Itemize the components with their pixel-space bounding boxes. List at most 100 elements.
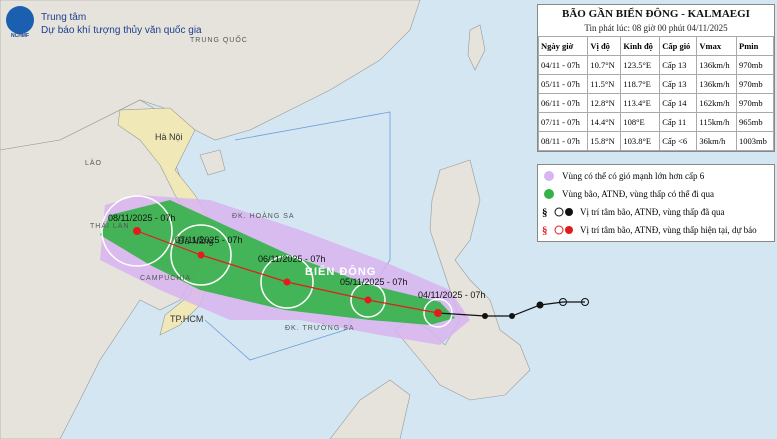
legend-item: Vùng có thể có gió mạnh lớn hơn cấp 6 <box>538 167 774 185</box>
column-header: Vị độ <box>587 36 622 56</box>
past-point <box>581 298 589 306</box>
table-cell: 36km/h <box>696 131 737 151</box>
table-cell: Cấp 11 <box>659 112 698 132</box>
forecast-label: 06/11/2025 - 07h <box>258 254 325 264</box>
table-cell: 115km/h <box>696 112 737 132</box>
land-taiwan <box>467 24 486 71</box>
map-label: Đà Nẵng <box>178 236 214 246</box>
table-cell: 08/11 - 07h <box>537 131 589 151</box>
table-cell: 1003mb <box>736 131 774 151</box>
circle <box>260 255 314 309</box>
panel-title: BÃO GẦN BIỂN ĐÔNG - KALMAEGI <box>562 8 750 20</box>
table-row: 07/11 - 07h 14.4°N 108°E Cấp 11 115km/h 965mb <box>537 112 774 132</box>
legend-text: Vùng bão, ATNĐ, vùng thấp có thể đi qua <box>562 189 714 199</box>
info-panel: BÃO GẦN BIỂN ĐÔNG - KALMAEGI Tin phát lú… <box>537 4 775 152</box>
legend-icon: § <box>542 207 573 219</box>
table-row: 05/11 - 07h 11.5°N 118.7°E Cấp 13 136km/h 970… <box>537 74 774 94</box>
table-cell: 118.7°E <box>620 74 661 94</box>
svg-text:§: § <box>542 207 548 219</box>
table-cell: 113.4°E <box>620 93 661 113</box>
legend-text: Vị trí tâm bão, ATNĐ, vùng thấp đã qua <box>580 207 725 217</box>
table-cell: 970mb <box>736 74 774 94</box>
svg-text:§: § <box>542 225 548 237</box>
circle <box>350 282 386 318</box>
table-cell: 103.8°E <box>620 131 661 151</box>
land-borneo <box>329 379 411 439</box>
table-cell: 136km/h <box>696 74 737 94</box>
table-row: 06/11 - 07h 12.8°N 113.4°E Cấp 14 162km/h 970… <box>537 93 774 113</box>
past-point <box>536 301 544 309</box>
column-header: Ngày giờ <box>537 36 589 56</box>
map-label: BIỂN ĐÔNG <box>305 265 376 278</box>
forecast-point <box>133 227 141 235</box>
organization: Trung tâm Dự báo khí tượng thủy văn quốc… <box>41 11 202 37</box>
forecast-label: 05/11/2025 - 07h <box>340 277 407 287</box>
table-cell: 965mb <box>736 112 774 132</box>
table-cell: 10.7°N <box>587 55 622 75</box>
table-cell: 162km/h <box>696 93 737 113</box>
logo <box>6 6 34 34</box>
table-cell: 108°E <box>620 112 661 132</box>
circle <box>101 195 173 267</box>
legend-icon <box>544 171 554 181</box>
forecast-positions <box>133 227 442 317</box>
table-cell: 970mb <box>736 93 774 113</box>
table-cell: 11.5°N <box>587 74 622 94</box>
map-label: ĐK. HOÀNG SA <box>232 211 295 220</box>
past-point <box>509 313 515 319</box>
column-header: Vmax <box>696 36 737 56</box>
forecast-circles <box>101 195 453 328</box>
forecast-label: 08/11/2025 - 07h <box>108 213 175 223</box>
circle <box>423 298 453 328</box>
forecast-point <box>364 296 372 304</box>
map-label: LÀO <box>85 158 102 167</box>
table-cell: Cấp 13 <box>659 55 698 75</box>
forecast-label: 04/11/2025 - 07h <box>418 290 485 300</box>
legend: Vùng có thể có gió mạnh lớn hơn cấp 6 Vùn… <box>537 164 775 242</box>
map-label: TRUNG QUỐC <box>190 34 248 44</box>
table-body: 04/11 - 07h 10.7°N 123.5°E Cấp 13 136km/h 970… <box>537 55 774 151</box>
table-cell: 136km/h <box>696 55 737 75</box>
past-point <box>559 298 567 306</box>
forecast-point <box>197 251 205 259</box>
table-row: 08/11 - 07h 15.8°N 103.8°E Cấp <6 36km/h 1003… <box>537 131 774 151</box>
table-cell: Cấp 14 <box>659 93 698 113</box>
past-positions <box>482 298 589 319</box>
land-hainan <box>199 149 226 176</box>
map-label: THÁI LAN <box>90 221 130 230</box>
legend-item: § Vị trí tâm bão, ATNĐ, vùng thấp hiện tạ… <box>538 221 774 239</box>
legend-icon <box>544 189 554 199</box>
table-cell: 05/11 - 07h <box>537 74 589 94</box>
table-cell: 07/11 - 07h <box>537 112 589 132</box>
table-cell: 970mb <box>736 55 774 75</box>
map-label: TP.HCM <box>170 314 203 324</box>
logo-text: NCHMF <box>11 33 29 39</box>
circle <box>170 224 232 286</box>
map-label: CAMPUCHIA <box>140 275 191 282</box>
past-point <box>482 313 488 319</box>
column-header: Pmin <box>736 36 774 56</box>
legend-text: Vị trí tâm bão, ATNĐ, vùng thấp hiện tại… <box>580 225 757 235</box>
column-header: Cấp gió <box>659 36 698 56</box>
column-header: Kinh độ <box>620 36 661 56</box>
map-label: ĐK. TRƯỜNG SA <box>285 323 355 332</box>
legend-item: § Vị trí tâm bão, ATNĐ, vùng thấp đã qua <box>538 203 774 221</box>
table-cell: 15.8°N <box>587 131 622 151</box>
forecast-table: Ngày giờ Vị độ Kinh độ Cấp gió Vmax Pmin 04/11… <box>537 36 774 151</box>
issued-time: Tin phát lúc: 08 giờ 00 phút 04/11/2025 <box>584 23 728 33</box>
header-row: Ngày giờ Vị độ Kinh độ Cấp gió Vmax Pmin <box>537 36 774 56</box>
table-cell: 14.4°N <box>587 112 622 132</box>
legend-item: Vùng bão, ATNĐ, vùng thấp có thể đi qua <box>538 185 774 203</box>
table-cell: 06/11 - 07h <box>537 93 589 113</box>
table-cell: 12.8°N <box>587 93 622 113</box>
org-line: Trung tâm <box>41 12 87 23</box>
table-cell: Cấp 13 <box>659 74 698 94</box>
map-label: Hà Nội <box>155 132 183 142</box>
table-row: 04/11 - 07h 10.7°N 123.5°E Cấp 13 136km/h 970… <box>537 55 774 75</box>
legend-icon: § <box>542 225 573 237</box>
current-point <box>434 309 442 317</box>
